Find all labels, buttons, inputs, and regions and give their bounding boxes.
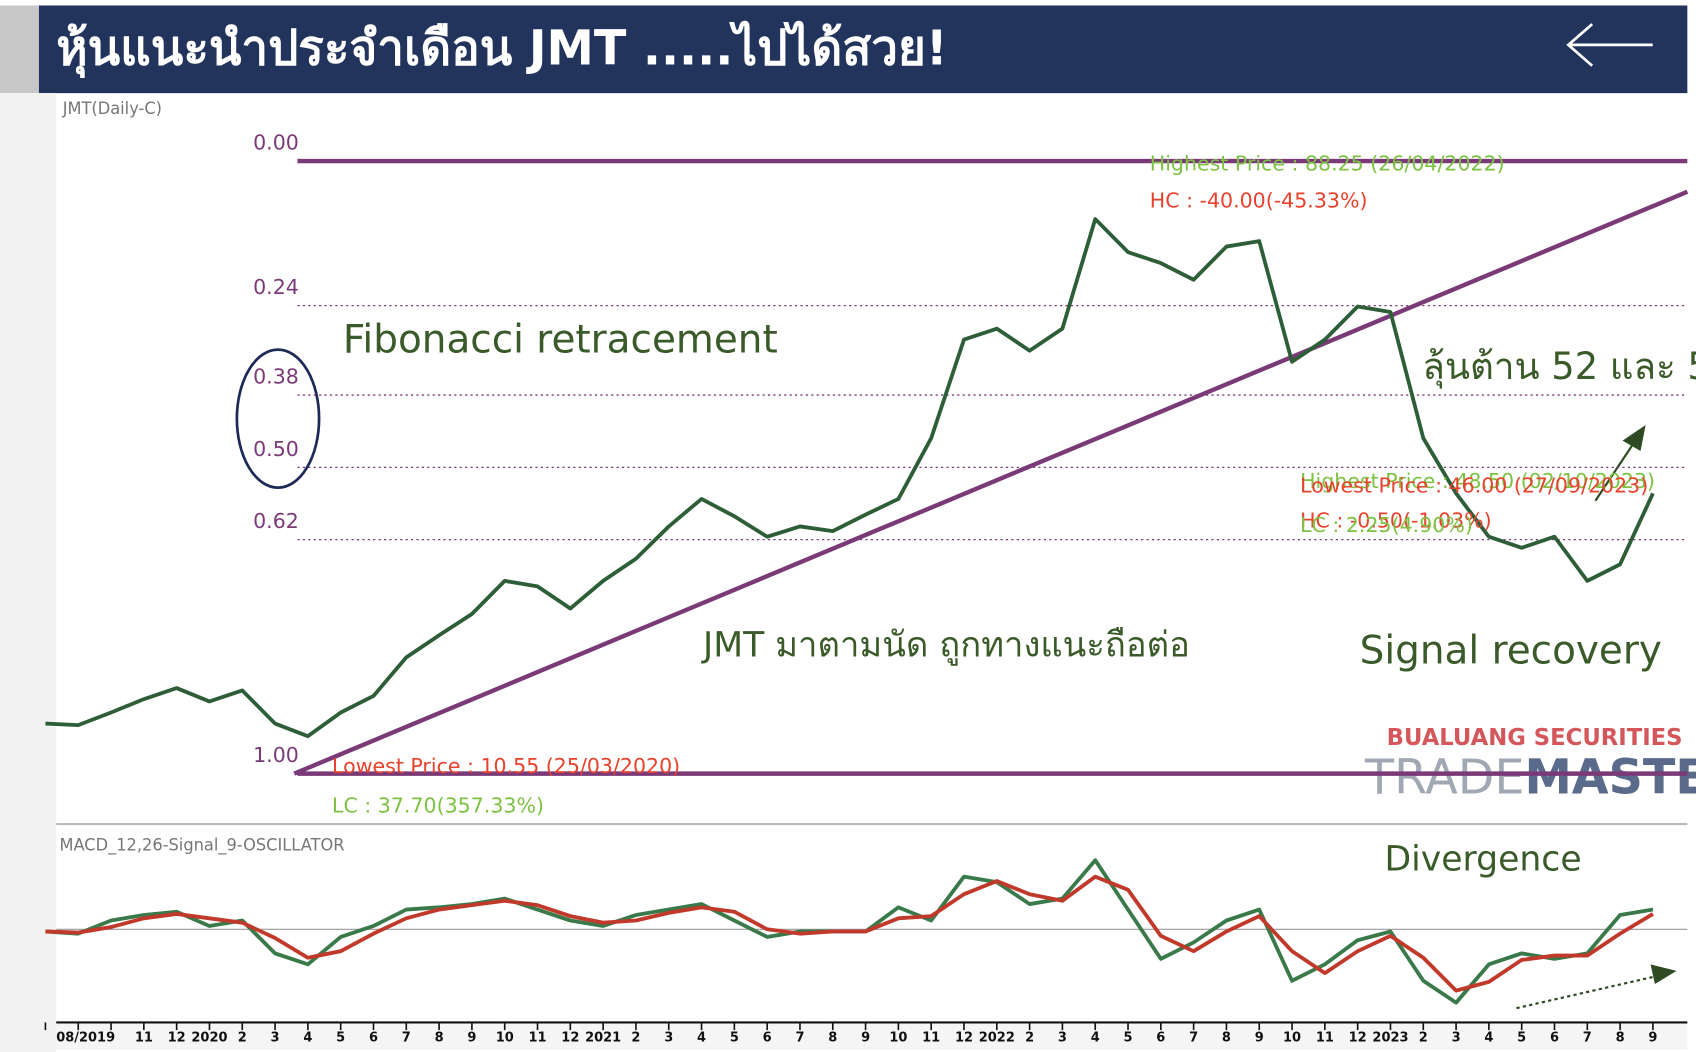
x-tick-label: 6: [369, 1030, 378, 1045]
divergence-arrow: [1516, 964, 1677, 1010]
x-tick-label: 12: [561, 1030, 579, 1045]
fib-level-label: 0.50: [253, 437, 299, 461]
x-tick-label: 11: [528, 1030, 546, 1045]
x-tick-label: 4: [303, 1030, 312, 1045]
x-tick-label: 3: [1452, 1030, 1461, 1045]
left-margin: [0, 93, 57, 1052]
note-text: ลุ้นต้าน 52 และ 5: [1422, 345, 1696, 389]
x-tick-label: 2020: [191, 1030, 227, 1045]
x-tick-label: 6: [1156, 1030, 1165, 1045]
x-tick-label: 8: [828, 1030, 837, 1045]
up-arrow: [1594, 424, 1646, 502]
x-tick-label: 08/2019: [56, 1030, 115, 1045]
fib-level-label: 0.00: [253, 130, 299, 154]
x-tick-label: 5: [1517, 1030, 1526, 1045]
x-tick-label: 8: [435, 1030, 444, 1045]
x-tick-label: 9: [861, 1030, 870, 1045]
x-tick-label: 9: [1648, 1030, 1657, 1045]
x-tick-label: 7: [402, 1030, 411, 1045]
watermark-brand-b: MASTER: [1524, 750, 1696, 805]
x-tick-label: 3: [664, 1030, 673, 1045]
price-annotation: LC : 37.70(357.33%): [332, 793, 544, 817]
macd-panel-title: MACD_12,26-Signal_9-OSCILLATOR: [59, 835, 344, 855]
x-tick-label: 5: [336, 1030, 345, 1045]
price-annotation: Highest Price : 88.25 (26/04/2022): [1150, 151, 1505, 175]
note-text: Fibonacci retracement: [343, 317, 778, 362]
x-tick-label: 11: [1316, 1030, 1334, 1045]
note-text: Signal recovery: [1360, 628, 1662, 673]
back-arrow[interactable]: [1566, 23, 1653, 67]
fib-level-label: 0.24: [253, 275, 299, 299]
x-tick-label: 5: [730, 1030, 739, 1045]
fib-level-label: 1.00: [253, 743, 299, 767]
price-panel-title: JMT(Daily-C): [62, 99, 162, 118]
trend-line: [293, 189, 1689, 776]
highlight-oval: [235, 348, 321, 490]
x-tick-label: 2: [1025, 1030, 1034, 1045]
x-tick-label: 10: [889, 1030, 907, 1045]
x-tick-label: 10: [496, 1030, 514, 1045]
x-tick-label: 4: [1091, 1030, 1100, 1045]
watermark-brand: TRADEMASTER: [1364, 750, 1696, 805]
fib-level-label: 0.62: [253, 509, 299, 533]
price-annotation: Lowest Price : 10.55 (25/03/2020): [332, 754, 680, 778]
x-tick-label: 10: [1283, 1030, 1301, 1045]
series-line: [45, 874, 1654, 993]
header-bar: [38, 5, 1688, 94]
x-tick-label: 2: [631, 1030, 640, 1045]
price-annotation: Highest Price : 48.50 (02/10/2023): [1300, 469, 1655, 493]
x-tick-label: 3: [1058, 1030, 1067, 1045]
x-axis-band: [56, 1022, 1688, 1050]
x-tick-label: 7: [1583, 1030, 1592, 1045]
x-tick-label: 6: [763, 1030, 772, 1045]
x-tick-label: 12: [1349, 1030, 1367, 1045]
side-strip: [0, 5, 39, 94]
note-text: Divergence: [1384, 839, 1581, 879]
x-tick-label: 12: [955, 1030, 973, 1045]
x-tick-label: 2021: [585, 1030, 621, 1045]
x-tick-label: 4: [1484, 1030, 1493, 1045]
series-line: [45, 217, 1655, 739]
header-title: หุ้นแนะนำประจำเดือน JMT .....ไปได้สวย!: [56, 19, 947, 78]
x-tick-label: 5: [1124, 1030, 1133, 1045]
price-annotation: Lowest Price : 46.00 (27/09/2023): [1300, 473, 1648, 497]
x-tick-label: 9: [1255, 1030, 1264, 1045]
x-tick-label: 11: [135, 1030, 153, 1045]
price-annotation: HC : -40.00(-45.33%): [1150, 189, 1368, 213]
price-annotation: LC : 2.25(4.90%): [1300, 513, 1473, 537]
price-annotation: HC : -0.50(-1.03%): [1300, 509, 1492, 533]
watermark-brand-a: TRADE: [1364, 750, 1524, 805]
x-tick-label: 3: [271, 1030, 280, 1045]
watermark-company: BUALUANG SECURITIES: [1387, 725, 1683, 751]
x-tick-label: 11: [922, 1030, 940, 1045]
x-tick-label: 2: [1419, 1030, 1428, 1045]
note-text: JMT มาตามนัด ถูกทางแนะถือต่อ: [701, 625, 1190, 665]
x-tick-label: 2023: [1372, 1030, 1408, 1045]
x-tick-label: 12: [168, 1030, 186, 1045]
x-tick-label: 7: [1189, 1030, 1198, 1045]
x-tick-label: 8: [1616, 1030, 1625, 1045]
x-tick-label: 9: [467, 1030, 476, 1045]
x-tick-label: 8: [1222, 1030, 1231, 1045]
x-tick-label: 2022: [979, 1030, 1015, 1045]
x-tick-label: 7: [795, 1030, 804, 1045]
x-tick-label: 4: [697, 1030, 706, 1045]
x-tick-label: 2: [238, 1030, 247, 1045]
x-tick-label: 6: [1550, 1030, 1559, 1045]
fib-level-label: 0.38: [253, 364, 299, 388]
